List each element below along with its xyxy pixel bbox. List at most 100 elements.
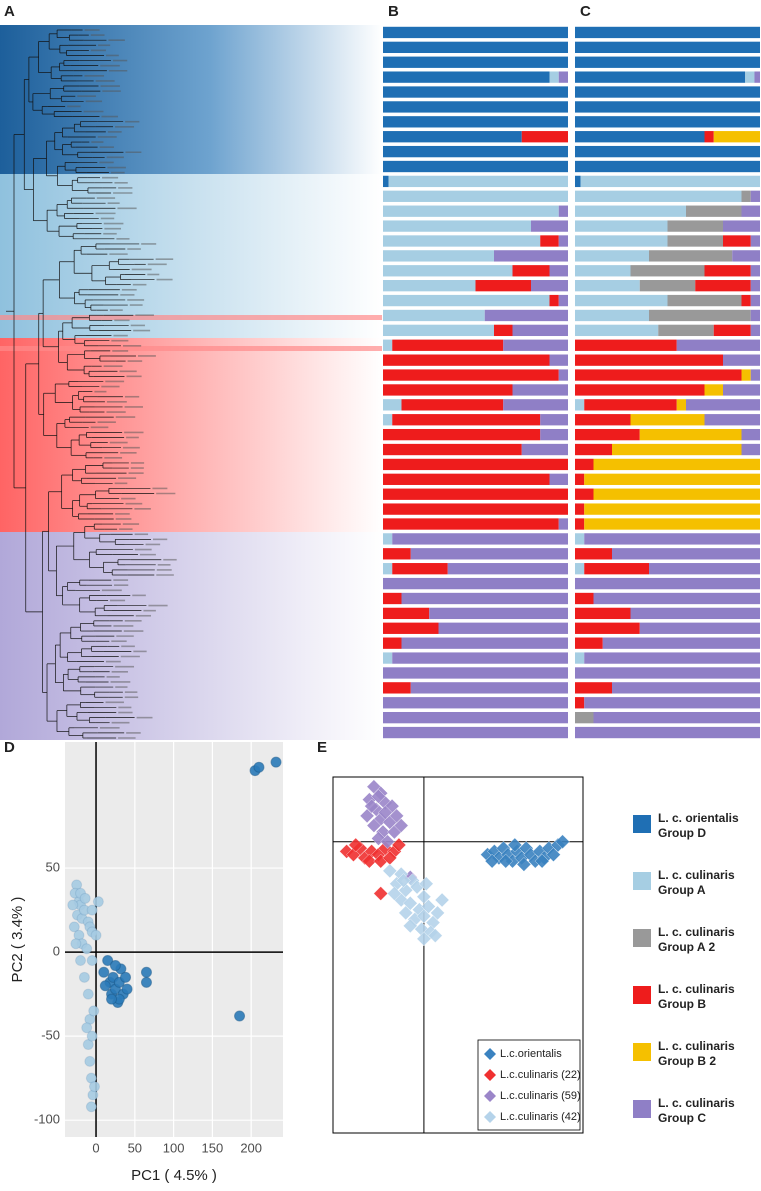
ancestry-segment xyxy=(639,280,696,292)
legend-label: L. c. culinaris xyxy=(658,982,735,996)
ancestry-segment xyxy=(658,324,714,337)
ancestry-segment xyxy=(392,533,568,545)
legend-label: L. c. orientalis xyxy=(658,811,739,825)
ancestry-segment xyxy=(750,235,760,247)
point xyxy=(98,966,110,978)
ancestry-segment xyxy=(575,71,746,83)
ancestry-segment xyxy=(494,324,513,337)
ancestry-segment xyxy=(575,309,649,322)
ancestry-segment xyxy=(575,145,760,158)
legend-marker xyxy=(484,1069,496,1081)
legend-group: Group A xyxy=(658,883,706,897)
ancestry-segment xyxy=(383,428,541,441)
legend-label: L. c. culinaris xyxy=(658,925,735,939)
ancestry-segment xyxy=(558,205,568,217)
ancestry-segment xyxy=(750,265,760,277)
ancestry-segment xyxy=(723,384,760,396)
ancestry-segment xyxy=(383,503,568,515)
ancestry-segment xyxy=(549,71,559,83)
ancestry-segment xyxy=(575,503,585,515)
legend-swatch xyxy=(633,1043,651,1061)
point xyxy=(90,929,102,941)
legend-label: L.c.orientalis xyxy=(500,1048,562,1060)
point xyxy=(373,886,389,901)
ancestry-segment xyxy=(383,309,485,322)
ancestry-segment xyxy=(575,682,612,694)
point xyxy=(434,892,450,908)
ancestry-segment xyxy=(383,473,550,485)
legend-label: L. c. culinaris xyxy=(658,868,735,882)
ancestry-segment xyxy=(383,145,568,158)
ancestry-segment xyxy=(630,265,705,277)
point xyxy=(88,1005,100,1017)
point xyxy=(84,1055,96,1067)
ancestry-segment xyxy=(540,235,559,247)
ancestry-segment xyxy=(383,399,402,411)
ancestry-segment xyxy=(676,339,760,351)
ancestry-segment xyxy=(383,622,439,634)
ancestry-segment xyxy=(484,309,568,322)
legend-group: Group B 2 xyxy=(658,1054,716,1068)
ancestry-segment xyxy=(383,175,389,188)
point xyxy=(86,904,98,916)
ancestry-segment xyxy=(630,607,760,620)
ancestry-segment xyxy=(383,235,541,247)
ancestry-segment xyxy=(593,458,760,471)
x-axis-label: PC1 ( 4.5% ) xyxy=(131,1167,217,1184)
point xyxy=(555,834,570,850)
ancestry-segment xyxy=(584,563,649,575)
ancestry-segment xyxy=(575,41,760,54)
point xyxy=(88,1081,100,1093)
ancestry-segment xyxy=(383,711,568,724)
ancestry-segment xyxy=(383,518,559,530)
ancestry-segment xyxy=(383,116,568,128)
ancestry-segment xyxy=(741,190,751,202)
ancestry-segment xyxy=(667,235,723,247)
ancestry-segment xyxy=(383,652,393,664)
ancestry-segment xyxy=(575,533,585,545)
ancestry-segment xyxy=(575,339,677,351)
clade-band xyxy=(0,338,382,532)
ancestry-segment xyxy=(649,309,751,322)
legend-label: L.c.culinaris (42) xyxy=(500,1111,581,1123)
ancestry-segment xyxy=(704,131,714,143)
point xyxy=(396,873,411,888)
ancestry-segment xyxy=(383,548,411,560)
ancestry-segment xyxy=(540,414,568,426)
point xyxy=(270,756,282,768)
ancestry-segment xyxy=(401,637,568,649)
ancestry-segment xyxy=(383,458,568,471)
ancestry-segment xyxy=(383,280,476,292)
ancestry-segment xyxy=(383,726,568,739)
ancestry-segment xyxy=(392,563,448,575)
y-tick-label: -50 xyxy=(41,1028,60,1043)
ancestry-segment xyxy=(512,324,568,337)
legend-swatch xyxy=(633,872,651,890)
ancestry-segment xyxy=(575,428,640,441)
highlight-stripe xyxy=(0,315,382,320)
point xyxy=(348,837,364,853)
ancestry-segment xyxy=(575,637,603,649)
ancestry-segment xyxy=(723,220,760,232)
ancestry-segment xyxy=(584,399,677,411)
ancestry-segment xyxy=(383,488,568,500)
ancestry-segment xyxy=(593,592,760,605)
y-axis-label: PC2 ( 3.4% ) xyxy=(9,897,26,983)
y-tick-label: 0 xyxy=(53,944,60,959)
ancestry-segment xyxy=(512,265,550,277)
ancestry-segment xyxy=(575,265,631,277)
ancestry-segment xyxy=(531,220,568,232)
legend-marker xyxy=(484,1111,496,1123)
ancestry-segment xyxy=(383,26,568,39)
ancestry-segment xyxy=(383,205,559,217)
point xyxy=(82,1039,94,1051)
point xyxy=(75,955,87,967)
ancestry-segment xyxy=(575,652,585,664)
ancestry-segment xyxy=(575,414,631,426)
point xyxy=(70,938,82,950)
point xyxy=(234,1010,246,1022)
ancestry-segment xyxy=(575,175,581,188)
ancestry-segment xyxy=(575,26,760,39)
ancestry-segment xyxy=(383,250,494,262)
ancestry-segment xyxy=(383,324,494,337)
